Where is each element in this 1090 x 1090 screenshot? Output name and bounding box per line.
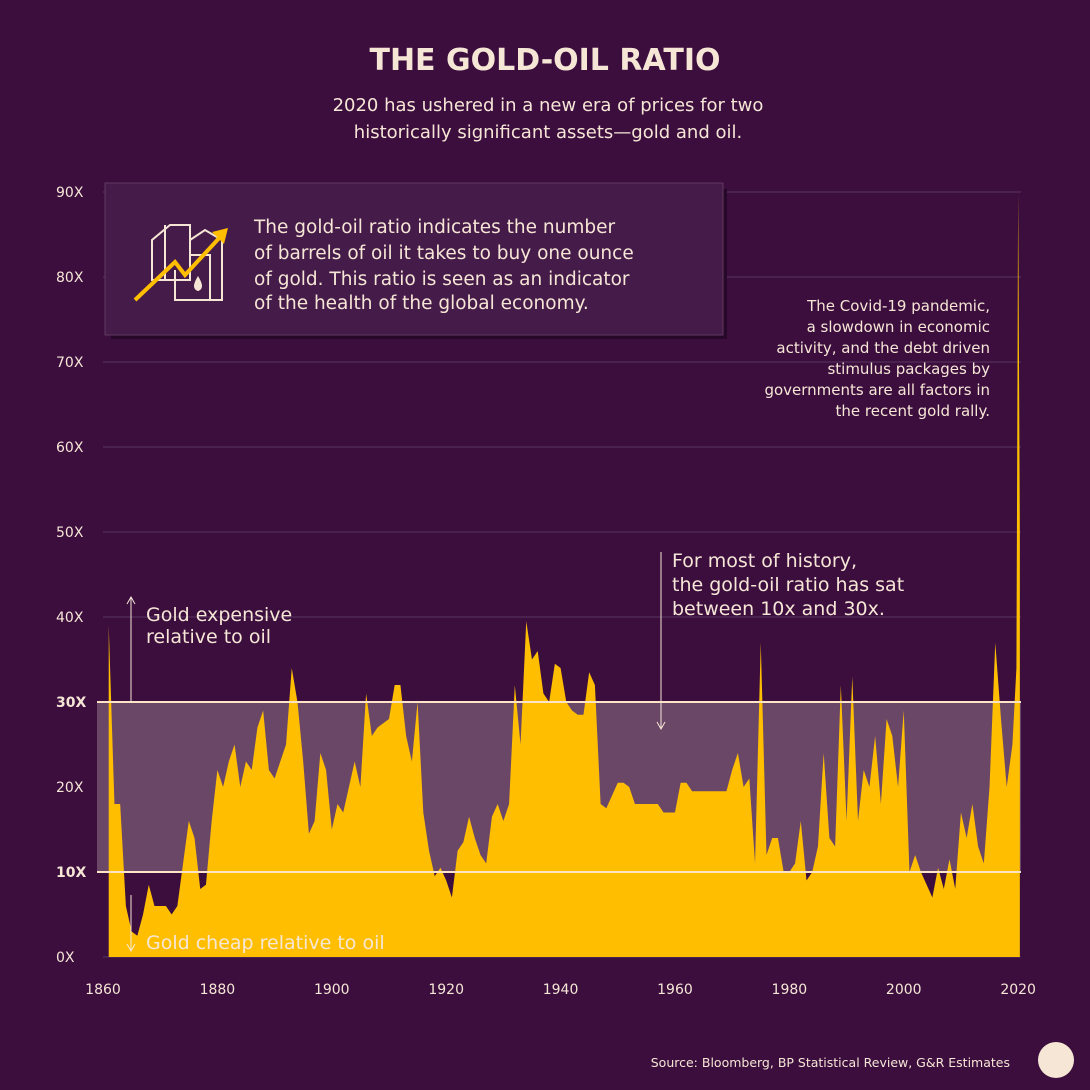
info-line: The gold-oil ratio indicates the number xyxy=(253,217,616,238)
note-line: Gold expensive xyxy=(146,604,292,626)
x-tick-label: 1940 xyxy=(543,982,579,998)
info-line: of the health of the global economy. xyxy=(254,293,589,314)
note-line: governments are all factors in xyxy=(764,381,990,399)
cheap-arrow xyxy=(126,895,136,953)
note-line: For most of history, xyxy=(672,550,857,572)
history-arrow xyxy=(656,552,666,731)
y-tick-label: 40X xyxy=(56,610,84,626)
y-tick-label: 60X xyxy=(56,440,84,456)
note-line: The Covid-19 pandemic, xyxy=(806,297,990,315)
info-line: of gold. This ratio is seen as an indica… xyxy=(254,269,630,290)
covid-note: The Covid-19 pandemic, a slowdown in eco… xyxy=(764,297,990,420)
y-tick-label: 0X xyxy=(56,950,75,966)
note-line: activity, and the debt driven xyxy=(776,339,990,357)
x-tick-label: 1900 xyxy=(314,982,350,998)
y-tick-label: 50X xyxy=(56,525,84,541)
note-line: stimulus packages by xyxy=(827,360,990,378)
source: Source: Bloomberg, BP Statistical Review… xyxy=(651,1055,1010,1070)
x-tick-label: 1860 xyxy=(85,982,121,998)
subtitle: 2020 has ushered in a new era of prices … xyxy=(333,95,764,116)
note-line: relative to oil xyxy=(146,626,271,648)
logo xyxy=(1038,1042,1074,1078)
area xyxy=(108,192,1020,957)
expensive-arrow xyxy=(126,595,136,702)
y-tick-label: 80X xyxy=(56,270,84,286)
info-arrow xyxy=(133,233,224,302)
x-tick-label: 1880 xyxy=(200,982,236,998)
main-layer xyxy=(97,192,1021,957)
history-note: For most of history, the gold-oil ratio … xyxy=(672,550,904,620)
y-tick-label: 20X xyxy=(56,780,84,796)
x-tick-label: 1980 xyxy=(772,982,808,998)
info-text: The gold-oil ratio indicates the number … xyxy=(253,217,634,314)
info-arrow-head xyxy=(212,228,228,244)
y-tick-label: 70X xyxy=(56,355,84,371)
x-tick-label: 2020 xyxy=(1000,982,1036,998)
x-tick-label: 2000 xyxy=(886,982,922,998)
info-line: of barrels of oil it takes to buy one ou… xyxy=(254,243,634,264)
x-tick-label: 1960 xyxy=(657,982,693,998)
note-line: between 10x and 30x. xyxy=(672,598,885,620)
y-tick-label: 10X xyxy=(56,865,86,881)
note-line: a slowdown in economic xyxy=(807,318,990,336)
expensive-note: Gold expensive relative to oil xyxy=(146,604,292,648)
info-box xyxy=(104,182,724,336)
note-line: the recent gold rally. xyxy=(836,402,990,420)
x-tick-label: 1920 xyxy=(428,982,464,998)
cheap-note: Gold cheap relative to oil xyxy=(146,932,385,954)
subtitle: historically significant assets—gold and… xyxy=(354,122,742,143)
y-tick-label: 90X xyxy=(56,185,84,201)
note-line: the gold-oil ratio has sat xyxy=(672,574,904,596)
y-tick-label: 30X xyxy=(56,695,86,711)
chart-title: THE GOLD-OIL RATIO xyxy=(369,43,720,78)
